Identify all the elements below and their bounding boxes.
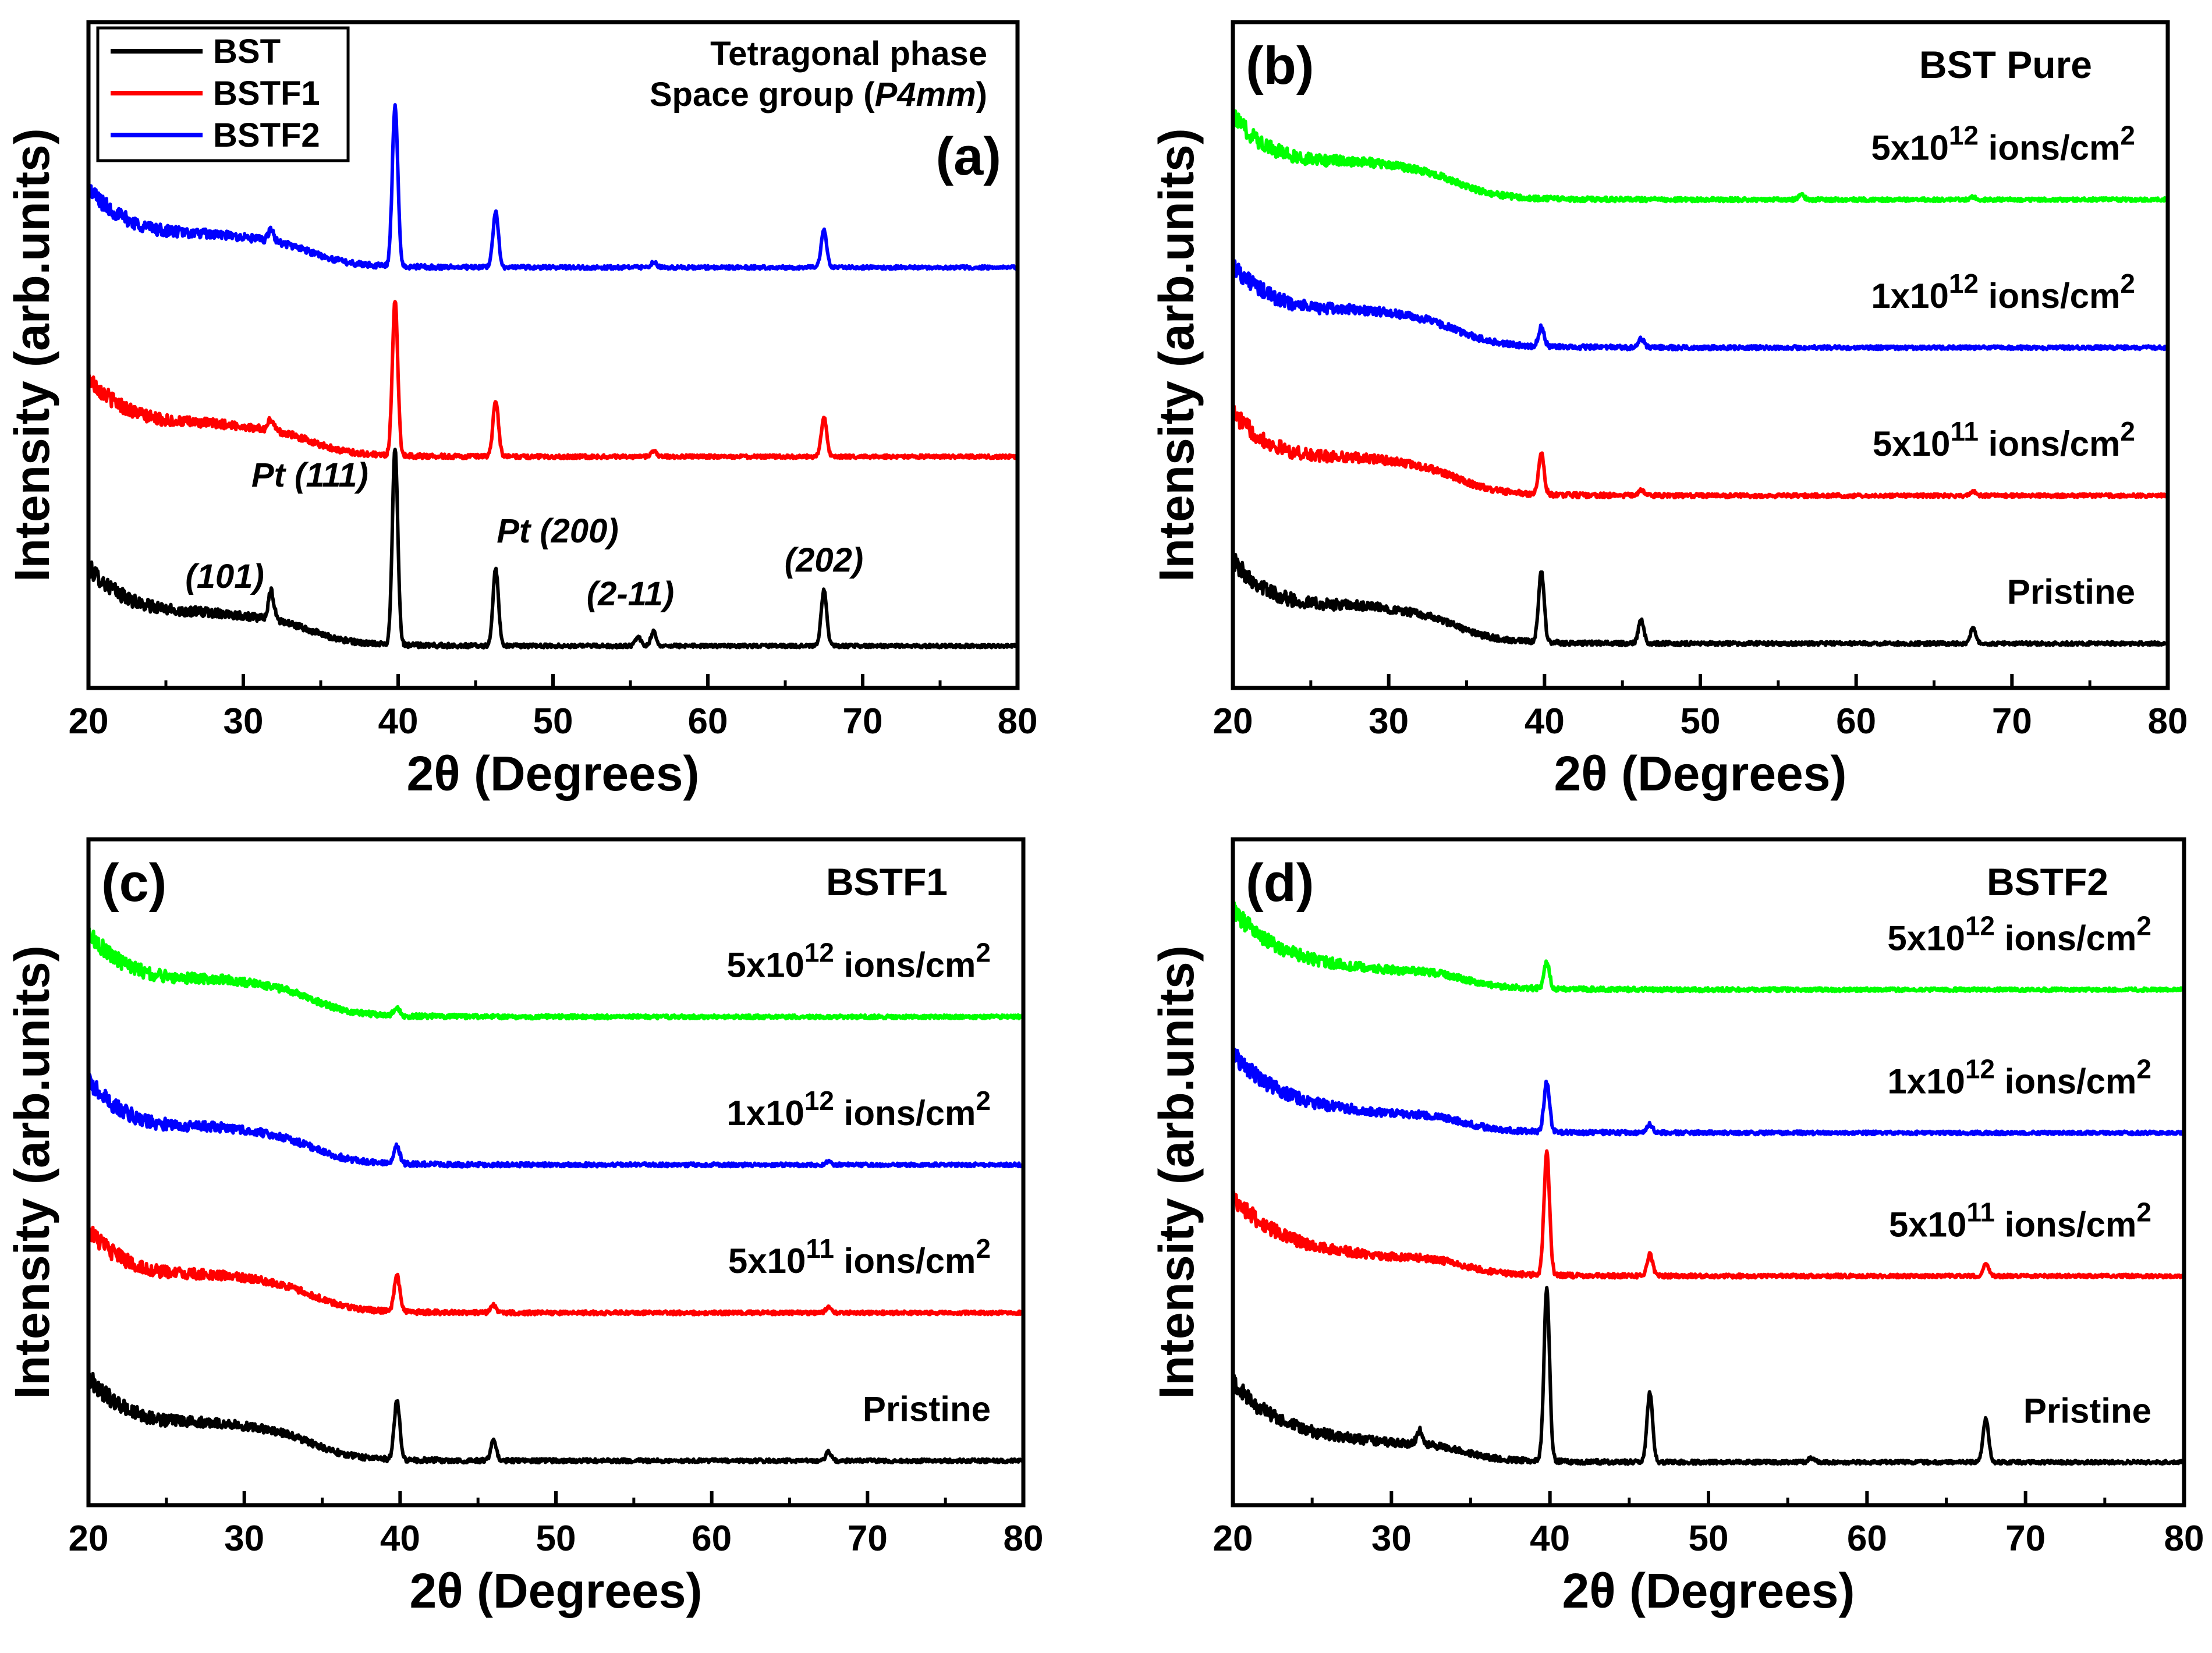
x-tick-label: 60 [688, 701, 728, 742]
panel-d: 20 30 40 50 60 70 80 2θ (Degrees) Intensity (arb… [1149, 837, 2204, 1618]
x-tick-label: 20 [1213, 701, 1253, 742]
sample-title: BST Pure [1919, 43, 2092, 86]
fluence-label: Pristine [863, 1389, 991, 1428]
y-axis-title: Intensity (arb.units) [5, 128, 59, 581]
x-tick-label: 50 [1681, 701, 1721, 742]
x-tick-label: 80 [998, 701, 1038, 742]
series-line-5x10-12-ions-cm-2 [1231, 901, 2186, 994]
x-tick-label: 50 [536, 1519, 576, 1559]
panel-label: (a) [936, 127, 1001, 186]
series-line-1x10-12-ions-cm-2 [87, 1073, 1025, 1169]
legend-label-bstf2: BSTF2 [213, 116, 320, 154]
x-tick-label: 20 [1213, 1519, 1253, 1559]
x-tick-label: 70 [843, 701, 883, 742]
panel-label: (d) [1246, 853, 1314, 913]
fluence-label: 5x1011 ions/cm2 [1889, 1197, 2151, 1244]
fluence-label: 1x1012 ions/cm2 [1887, 1054, 2151, 1101]
panel-label: (b) [1246, 36, 1314, 95]
series-line-pristine [1232, 552, 2170, 648]
x-axis-title: 2θ (Degrees) [410, 1563, 703, 1618]
x-tick-label: 80 [2164, 1519, 2204, 1559]
y-axis-title: Intensity (arb.units) [5, 945, 59, 1399]
x-tick-label: 30 [224, 1519, 264, 1559]
x-tick-label: 20 [69, 701, 109, 742]
y-axis-title: Intensity (arb.units) [1149, 945, 1204, 1399]
fluence-label: 5x1012 ions/cm2 [1871, 120, 2135, 168]
fluence-label: Pristine [2007, 572, 2135, 611]
fluence-label: 1x1012 ions/cm2 [1871, 268, 2135, 315]
x-tick-label: 40 [378, 701, 419, 742]
phase-label: Tetragonal phase [710, 35, 987, 73]
space-group-label: Space group (P4mm) [650, 76, 987, 113]
x-axis-title: 2θ (Degrees) [407, 746, 700, 801]
legend-label-bstf1: BSTF1 [213, 75, 320, 112]
sample-title: BSTF1 [826, 860, 948, 903]
series-line-1x10-12-ions-cm-2 [1231, 258, 2170, 352]
panel-a: 20 30 40 50 60 70 80 2θ (Degrees) Intensity (arb… [5, 20, 1038, 801]
x-axis-title: 2θ (Degrees) [1562, 1563, 1855, 1618]
x-tick-label: 30 [224, 701, 264, 742]
peak-label: (2-11) [587, 575, 674, 613]
x-tick-label: 30 [1371, 1519, 1412, 1559]
series-line-bstf1 [87, 300, 1019, 460]
x-tick-label: 20 [69, 1519, 109, 1559]
fluence-label: 5x1012 ions/cm2 [726, 938, 991, 985]
x-tick-label: 60 [692, 1519, 732, 1559]
fluence-label: 1x1012 ions/cm2 [726, 1086, 991, 1133]
x-tick-label: 40 [1525, 701, 1565, 742]
x-tick-label: 50 [1689, 1519, 1729, 1559]
panel-b: 20 30 40 50 60 70 80 2θ (Degrees) Intensity (arb… [1149, 20, 2188, 801]
x-tick-label: 70 [1992, 701, 2032, 742]
series-line-5x10-12-ions-cm-2 [87, 927, 1025, 1021]
series-line-pristine [1231, 1286, 2186, 1466]
fluence-label: 5x1011 ions/cm2 [1873, 416, 2135, 463]
series-line-5x10-11-ions-cm-2 [1231, 405, 2170, 499]
sample-title: BSTF2 [1987, 860, 2108, 903]
series-line-pristine [87, 1372, 1025, 1465]
series-line-bstf2 [87, 103, 1019, 271]
x-tick-label: 70 [2005, 1519, 2046, 1559]
x-tick-label: 30 [1369, 701, 1409, 742]
x-tick-label: 60 [1836, 701, 1876, 742]
fluence-label: 5x1012 ions/cm2 [1887, 911, 2151, 958]
x-axis-title: 2θ (Degrees) [1554, 746, 1847, 801]
series-line-5x10-11-ions-cm-2 [87, 1225, 1025, 1317]
x-tick-label: 50 [533, 701, 573, 742]
fluence-label: Pristine [2023, 1392, 2151, 1431]
series-line-5x10-12-ions-cm-2 [1232, 109, 2170, 204]
panel-c: 20 30 40 50 60 70 80 2θ (Degrees) Intensity (arb… [5, 837, 1044, 1618]
peak-label: (202) [785, 541, 863, 579]
series-line-5x10-11-ions-cm-2 [1231, 1149, 2186, 1280]
panel-label: (c) [101, 853, 166, 913]
x-tick-label: 80 [2148, 701, 2188, 742]
legend-label-bst: BST [213, 33, 281, 70]
x-tick-label: 40 [1530, 1519, 1570, 1559]
series-line-bst [87, 448, 1019, 650]
peak-label: Pt (200) [497, 512, 619, 550]
x-tick-label: 70 [848, 1519, 888, 1559]
peak-label: Pt (111) [251, 456, 368, 494]
x-tick-label: 80 [1004, 1519, 1044, 1559]
x-tick-label: 60 [1847, 1519, 1887, 1559]
legend: BST BSTF1 BSTF2 [96, 26, 350, 162]
series-line-1x10-12-ions-cm-2 [1231, 1047, 2186, 1137]
peak-label: (101) [185, 558, 264, 595]
y-axis-title: Intensity (arb.units) [1149, 128, 1204, 581]
fluence-label: 5x1011 ions/cm2 [728, 1233, 991, 1280]
x-tick-label: 40 [380, 1519, 420, 1559]
